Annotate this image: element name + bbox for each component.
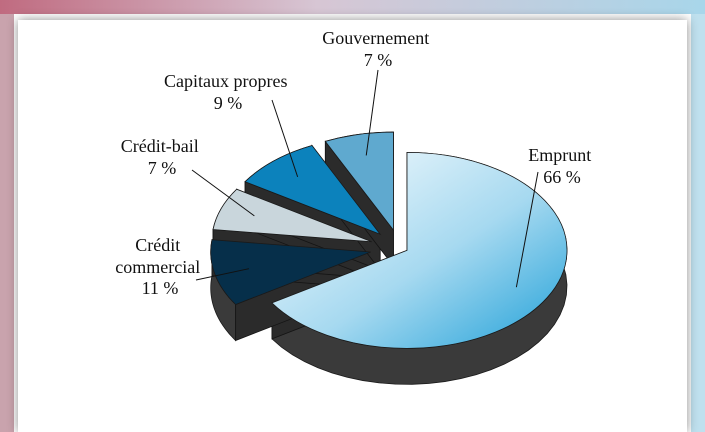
- label-credit-commercial-value: 11 %: [142, 278, 179, 298]
- leader-lines: [191, 69, 539, 288]
- label-emprunt-value: 66 %: [543, 167, 581, 187]
- label-credit-commercial-line1: Crédit: [135, 235, 180, 255]
- label-gouvernement: Gouvernement 7 %: [322, 28, 433, 70]
- label-capitaux-propres: Capitaux propres 9 %: [164, 71, 292, 113]
- label-gouvernement-name: Gouvernement: [322, 28, 429, 48]
- label-emprunt: Emprunt 66 %: [528, 145, 596, 187]
- label-capitaux-name: Capitaux propres: [164, 71, 287, 91]
- leader-line-credit-bail: [191, 169, 255, 217]
- slice-gouvernement: [324, 131, 394, 232]
- label-credit-commercial: Crédit commercial 11 %: [115, 235, 204, 298]
- label-credit-bail: Crédit-bail 7 %: [121, 136, 203, 178]
- leader-line-gouvernement: [365, 69, 379, 156]
- slice-credit-bail: [212, 188, 372, 243]
- leader-line-capitaux-propres: [271, 99, 299, 178]
- leader-line-emprunt: [515, 171, 539, 288]
- label-credit-commercial-line2: commercial: [115, 257, 200, 277]
- label-credit-bail-name: Crédit-bail: [121, 136, 199, 156]
- label-emprunt-name: Emprunt: [528, 145, 591, 165]
- label-gouvernement-value: 7 %: [364, 50, 393, 70]
- slice-credit-commercial: [210, 239, 371, 305]
- slice-capitaux-propres: [244, 145, 382, 236]
- label-credit-bail-value: 7 %: [148, 158, 177, 178]
- label-capitaux-value: 9 %: [214, 93, 243, 113]
- slice-emprunt: [271, 151, 568, 349]
- leader-line-credit-commercial: [195, 268, 250, 281]
- pie-slices: [210, 131, 568, 385]
